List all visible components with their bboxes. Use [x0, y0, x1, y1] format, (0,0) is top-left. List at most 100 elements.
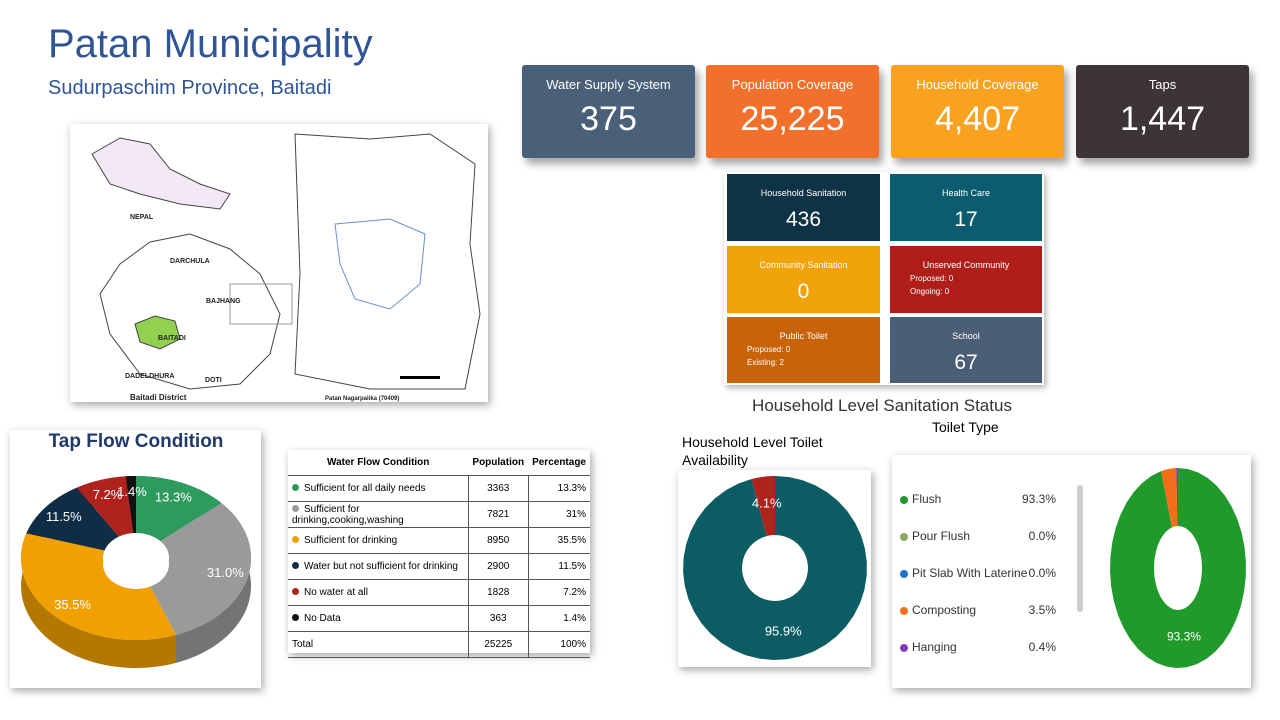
slice	[76, 476, 134, 537]
map-label: Patan Nagarpalika (70409)	[325, 396, 400, 402]
table-cell: 13.3%	[527, 475, 590, 502]
sanitation-tile: Public Toilet Proposed: 0 Existing: 2	[727, 317, 880, 383]
chart-title: Toilet Type	[932, 419, 999, 435]
tap-flow-card: Tap Flow Condition 13.3% 31.0% 35.5% 11.5% 7…	[10, 430, 261, 688]
cell-text: 3363	[487, 483, 510, 494]
kpi-card: Taps 1,447	[1076, 65, 1249, 158]
cell-text: Total	[292, 639, 314, 650]
data-label: 93.3%	[1167, 630, 1201, 644]
tile-line: Proposed: 0	[747, 345, 791, 354]
data-label: 7.2%	[93, 487, 123, 502]
legend-dot	[900, 607, 908, 615]
map-card	[70, 124, 488, 402]
table-row: Sufficient for drinking,cooking,washing 7…	[288, 501, 590, 528]
data-label: 11.5%	[46, 509, 82, 524]
sanitation-tile: Community Sanitation 0	[727, 246, 880, 313]
cell-text: Sufficient for all daily needs	[304, 483, 426, 494]
legend-dot	[292, 588, 299, 595]
cell-text: No water at all	[304, 587, 368, 598]
legend-label: Pit Slab With Laterine	[912, 566, 1028, 580]
tile-value: 0	[797, 280, 810, 303]
slice	[751, 476, 775, 537]
cell-text: 8950	[487, 535, 510, 546]
data-label: 95.9%	[765, 623, 802, 638]
legend-dot	[292, 484, 299, 491]
tile-label: Unserved Community	[922, 260, 1010, 270]
legend-dot	[292, 504, 299, 512]
sanitation-tile: Unserved Community Proposed: 0 Ongoing: 0	[890, 246, 1042, 313]
cell-text: 1.4%	[563, 613, 586, 624]
data-label: 1.4%	[117, 484, 147, 499]
slice-side	[176, 503, 251, 663]
table-cell: 31%	[527, 501, 590, 528]
table-cell: Total	[288, 631, 469, 658]
table-cell: Water but not sufficient for drinking	[288, 553, 469, 580]
cell-text: 7.2%	[563, 587, 586, 598]
table-cell: 2900	[467, 553, 529, 580]
section-title: Household Level Sanitation Status	[752, 396, 1012, 415]
tile-line: Ongoing: 0	[910, 287, 950, 296]
tile-label: Health Care	[941, 188, 991, 198]
legend-dot	[292, 536, 299, 543]
flow-table-card: Water Flow Condition Population Percentage…	[288, 450, 590, 658]
table-header: Water Flow Condition Population Percentage	[288, 450, 590, 476]
header-cell: Population	[468, 450, 529, 476]
table-row: Water but not sufficient for drinking 290…	[288, 553, 590, 580]
tile-line: Proposed: 0	[910, 274, 954, 283]
slice	[125, 476, 136, 534]
data-label: 35.5%	[54, 597, 91, 612]
cell-text: 35.5%	[557, 535, 586, 546]
slice	[147, 503, 251, 635]
legend-value: 0.0%	[1029, 566, 1057, 580]
cell-text: 2900	[487, 561, 510, 572]
table-cell: 7821	[467, 501, 529, 528]
cell-text: 100%	[560, 639, 586, 650]
tile-label: Household Sanitation	[760, 188, 847, 198]
map-label: BAJHANG	[206, 298, 241, 305]
table-cell: 100%	[527, 631, 590, 658]
table-cell: 3363	[467, 475, 529, 502]
hole-shadow	[103, 539, 169, 589]
legend-label: Composting	[912, 603, 976, 617]
cell-text: Sufficient for drinking,cooking,washing	[292, 503, 404, 526]
tile-value: 67	[954, 351, 978, 374]
legend-dot	[292, 614, 299, 621]
tile-label: Public Toilet	[779, 331, 828, 341]
table-cell: No Data	[288, 605, 469, 632]
kpi-card: Population Coverage 25,225	[706, 65, 879, 158]
slice	[136, 476, 222, 542]
cell-text: 31%	[565, 509, 586, 520]
toilet-availability-card: 4.1% 95.9%	[678, 470, 871, 667]
cell-text: 1828	[487, 587, 510, 598]
slice	[1161, 468, 1178, 528]
cell-text: Sufficient for drinking	[304, 535, 398, 546]
map-label: DOTI	[205, 377, 222, 384]
kpi-label: Household Coverage	[916, 77, 1039, 92]
table-cell: Sufficient for drinking	[288, 527, 469, 554]
sanitation-tile: Health Care 17	[890, 174, 1042, 241]
table-cell: 25225	[467, 631, 529, 658]
toilet-type-chart: 93.3%Flush 93.3%Pour Flush 0.0%Pit Slab Wi…	[900, 468, 1246, 668]
slice	[21, 533, 177, 640]
map-label: DADELDHURA	[125, 373, 175, 380]
legend-label: Hanging	[912, 640, 957, 654]
data-label: 4.1%	[752, 496, 782, 511]
kpi-label: Population Coverage	[731, 77, 854, 92]
header-cell: Water Flow Condition	[288, 450, 469, 476]
kpi-card: Water Supply System 375	[522, 65, 695, 158]
slice-side	[21, 533, 177, 668]
tile-value: 17	[954, 208, 978, 231]
legend-value: 0.0%	[1029, 529, 1057, 543]
header-cell: Percentage	[528, 450, 590, 476]
legend-dot	[900, 570, 908, 578]
table-cell: No water at all	[288, 579, 469, 606]
legend-value: 93.3%	[1022, 492, 1056, 506]
table-cell: 1.4%	[527, 605, 590, 632]
slice	[26, 487, 120, 551]
page-subtitle: Sudurpaschim Province, Baitadi	[48, 77, 332, 99]
tile-line: Existing: 2	[747, 358, 784, 367]
map-label: NEPAL	[130, 214, 154, 221]
cell-text: 13.3%	[557, 483, 586, 494]
cell-text: 7821	[487, 509, 510, 520]
map-label: Baitadi District	[130, 393, 187, 402]
